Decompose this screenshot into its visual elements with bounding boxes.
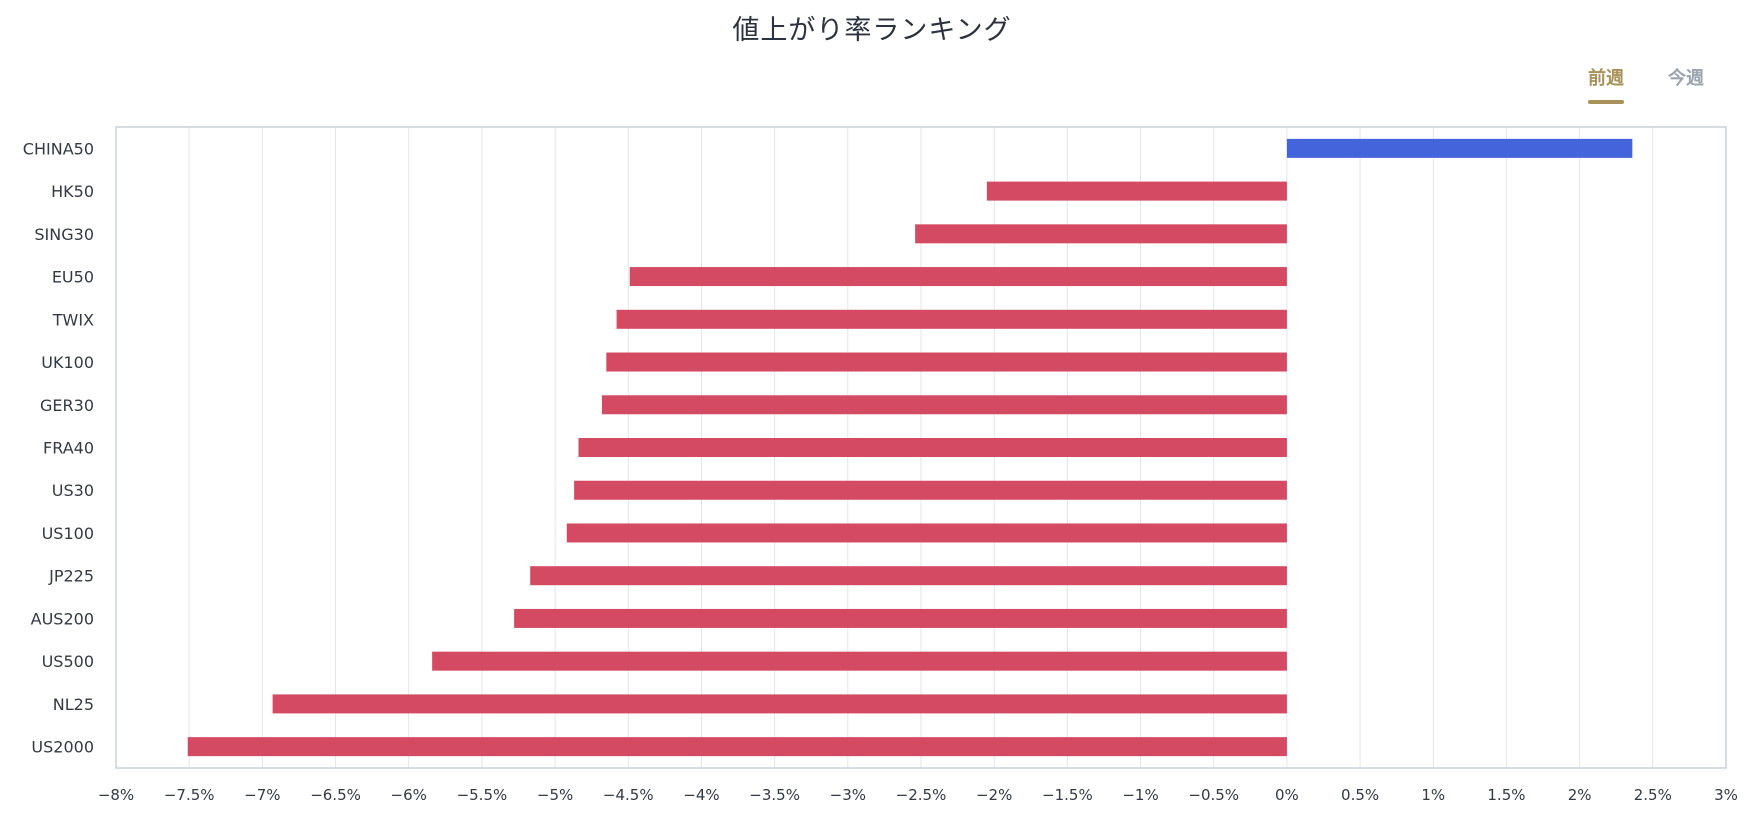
- x-tick-label: 1%: [1421, 786, 1445, 804]
- category-label: GER30: [40, 396, 94, 415]
- x-tick-label: −5.5%: [457, 786, 508, 804]
- category-label: HK50: [51, 182, 94, 201]
- plot-frame: [115, 126, 1727, 769]
- category-label: UK100: [41, 353, 94, 372]
- category-label: FRA40: [43, 439, 94, 458]
- bar: [514, 608, 1287, 628]
- category-label: NL25: [53, 695, 94, 714]
- x-tick-label: −8%: [98, 786, 134, 804]
- category-label: JP225: [48, 567, 94, 586]
- bar: [629, 267, 1287, 287]
- x-tick-label: −6.5%: [310, 786, 361, 804]
- period-tabs: 前週 今週: [1588, 64, 1704, 104]
- bar: [574, 480, 1287, 500]
- tab-this-week[interactable]: 今週: [1668, 68, 1704, 89]
- x-tick-label: 2%: [1568, 786, 1592, 804]
- x-tick-label: −0.5%: [1188, 786, 1239, 804]
- tab-last-week[interactable]: 前週: [1588, 64, 1624, 104]
- x-tick-label: −2%: [976, 786, 1012, 804]
- category-label: TWIX: [52, 310, 94, 329]
- x-tick-label: −7%: [244, 786, 280, 804]
- bar: [187, 737, 1287, 757]
- category-label: EU50: [52, 268, 94, 287]
- bar: [616, 309, 1287, 329]
- category-label: SING30: [34, 225, 94, 244]
- chart-title: 値上がり率ランキング: [732, 15, 1012, 46]
- bar: [530, 566, 1287, 586]
- category-label: AUS200: [31, 609, 94, 628]
- x-tick-label: −3%: [830, 786, 866, 804]
- x-tick-label: −1%: [1122, 786, 1158, 804]
- category-label: US30: [52, 481, 94, 500]
- bar: [1286, 138, 1633, 158]
- bar: [272, 694, 1287, 714]
- x-tick-label: −4%: [683, 786, 719, 804]
- bar: [915, 224, 1287, 244]
- bar: [986, 181, 1287, 201]
- category-label: US100: [42, 524, 94, 543]
- x-tick-label: 3%: [1714, 786, 1738, 804]
- bar: [606, 352, 1287, 372]
- x-tick-label: 1.5%: [1487, 786, 1525, 804]
- x-tick-label: −3.5%: [749, 786, 800, 804]
- x-tick-label: −4.5%: [603, 786, 654, 804]
- x-tick-label: 0%: [1275, 786, 1299, 804]
- x-tick-label: −7.5%: [164, 786, 215, 804]
- category-label: CHINA50: [23, 139, 94, 158]
- bar: [432, 651, 1287, 671]
- x-tick-label: 0.5%: [1341, 786, 1379, 804]
- x-tick-label: −6%: [391, 786, 427, 804]
- x-tick-label: −2.5%: [896, 786, 947, 804]
- category-label: US2000: [31, 738, 94, 757]
- bar: [578, 438, 1287, 457]
- x-tick-label: 2.5%: [1634, 786, 1672, 804]
- bar: [601, 395, 1287, 415]
- bar: [566, 523, 1287, 543]
- x-tick-label: −1.5%: [1042, 786, 1093, 804]
- category-label: US500: [42, 652, 94, 671]
- x-tick-label: −5%: [537, 786, 573, 804]
